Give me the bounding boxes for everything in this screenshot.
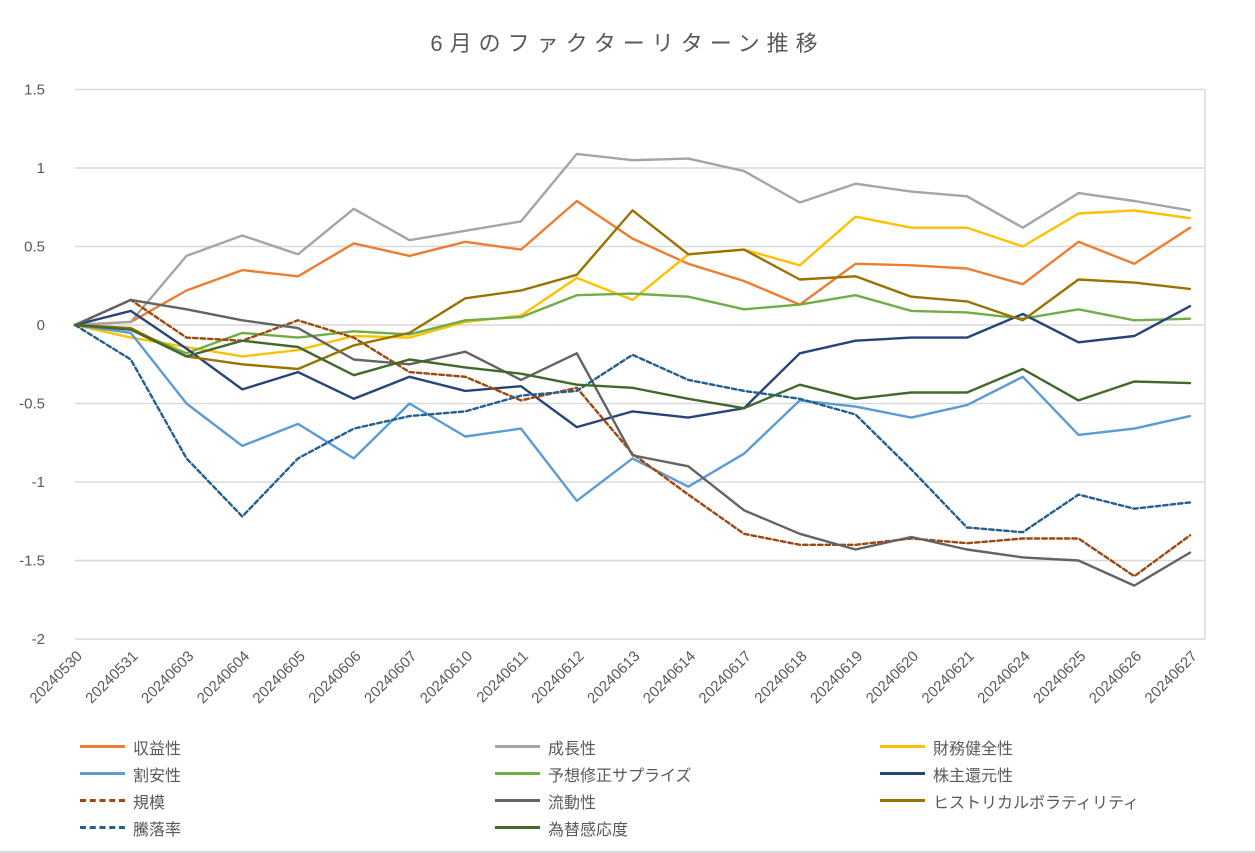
legend-item-割安性: 割安性 [80, 760, 495, 787]
y-axis-tick-label: -2 [32, 631, 45, 648]
y-axis-tick-label: -1 [32, 474, 45, 491]
x-axis-tick-label: 20240530 [27, 648, 86, 707]
series-line-財務健全性 [73, 209, 1192, 358]
y-axis-tick-label: 0 [37, 317, 45, 334]
y-axis-tick-label: 1.5 [24, 82, 45, 99]
x-axis-tick-label: 20240614 [640, 648, 699, 707]
legend-marker [80, 772, 125, 775]
legend-marker [495, 772, 540, 775]
x-axis-tick-label: 20240613 [584, 648, 643, 707]
legend-label: 予想修正サプライズ [548, 767, 692, 785]
legend-label: 規模 [133, 794, 166, 812]
legend-marker [80, 826, 125, 829]
x-axis-tick-label: 20240604 [194, 648, 253, 707]
plot-area: 1.510.50-0.5-1-1.5-220240530202405312024… [19, 82, 1206, 707]
x-axis-tick-label: 20240625 [1030, 648, 1089, 707]
legend-marker [495, 826, 540, 829]
y-axis-tick-label: 1 [37, 160, 45, 177]
x-axis-tick-label: 20240606 [305, 648, 364, 707]
legend-marker [495, 745, 540, 748]
legend-label: ヒストリカルボラティリティ [933, 794, 1140, 812]
series-line-騰落率 [73, 323, 1192, 534]
legend-item-騰落率: 騰落率 [80, 814, 495, 841]
legend-marker [495, 799, 540, 802]
x-axis-tick-label: 20240531 [82, 648, 141, 707]
legend-item-規模: 規模 [80, 787, 495, 814]
legend-item-流動性: 流動性 [495, 787, 880, 814]
legend-label: 割安性 [133, 767, 182, 785]
series-line-成長性 [73, 152, 1192, 327]
x-axis-tick-label: 20240626 [1086, 648, 1145, 707]
series-line-予想修正サプライズ [73, 292, 1192, 355]
legend-item-ヒストリカルボラティリティ: ヒストリカルボラティリティ [880, 787, 1200, 814]
x-axis-tick-label: 20240611 [473, 648, 531, 706]
legend-marker [880, 745, 925, 748]
x-axis-tick-label: 20240610 [417, 648, 476, 707]
x-axis-tick-label: 20240612 [528, 648, 587, 707]
series-line-収益性 [73, 199, 1192, 327]
chart-title: 6月のファクターリターン推移 [430, 31, 825, 56]
y-axis-tick-label: 0.5 [24, 239, 45, 256]
legend-label: 財務健全性 [933, 740, 1014, 758]
legend-item-予想修正サプライズ: 予想修正サプライズ [495, 760, 880, 787]
legend-marker [880, 799, 925, 802]
legend-label: 為替感応度 [548, 821, 629, 839]
legend-item-株主還元性: 株主還元性 [880, 760, 1200, 787]
legend-item-成長性: 成長性 [495, 733, 880, 760]
chart-bottom-border [0, 851, 1255, 853]
legend-marker [880, 772, 925, 775]
series-line-株主還元性 [73, 305, 1192, 429]
x-axis-tick-label: 20240624 [974, 648, 1033, 707]
x-axis-tick-label: 20240607 [361, 648, 420, 707]
x-axis-tick-label: 20240603 [138, 648, 197, 707]
legend-label: 成長性 [548, 740, 597, 758]
legend-label: 収益性 [133, 740, 182, 758]
legend-item-為替感応度: 為替感応度 [495, 814, 880, 841]
series-line-為替感応度 [73, 323, 1192, 410]
series-line-ヒストリカルボラティリティ [73, 209, 1192, 371]
series-line-流動性 [73, 298, 1192, 587]
legend-item-収益性: 収益性 [80, 733, 495, 760]
series-line-割安性 [73, 323, 1192, 502]
y-axis-tick-label: -0.5 [19, 396, 45, 413]
x-axis-tick-label: 20240621 [919, 648, 978, 707]
legend-label: 騰落率 [133, 821, 182, 839]
y-axis-tick-label: -1.5 [19, 553, 45, 570]
legend-item-財務健全性: 財務健全性 [880, 733, 1200, 760]
legend-label: 株主還元性 [933, 767, 1014, 785]
x-axis-tick-label: 20240617 [696, 648, 755, 707]
legend-marker [80, 745, 125, 748]
x-axis-tick-label: 20240605 [250, 648, 309, 707]
legend-marker [80, 799, 125, 802]
x-axis-tick-label: 20240627 [1142, 648, 1201, 707]
legend-label: 流動性 [548, 794, 597, 812]
chart-legend: 収益性 成長性 財務健全性割安性 予想修正サプライズ 株主還元性規模 流動性 ヒストリカルボ… [80, 733, 1200, 841]
x-axis-tick-label: 20240619 [807, 648, 866, 707]
x-axis-tick-label: 20240620 [863, 648, 922, 707]
x-axis-tick-label: 20240618 [751, 648, 810, 707]
